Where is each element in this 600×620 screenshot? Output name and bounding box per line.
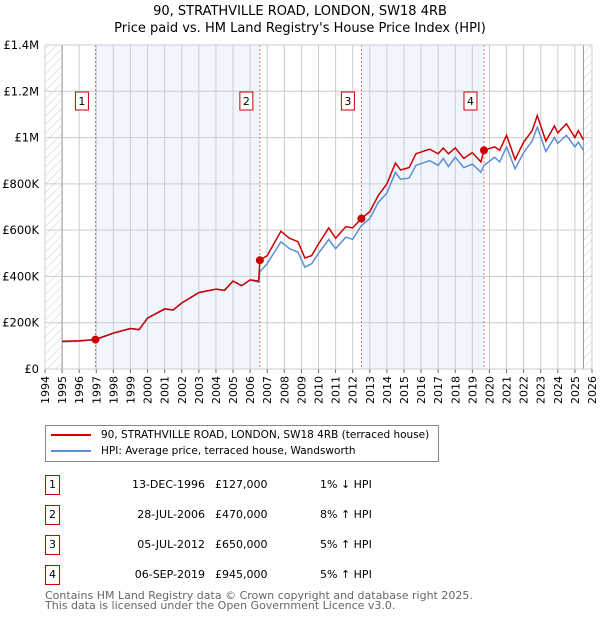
y-tick-label: £1M (14, 131, 39, 145)
x-tick-label: 1994 (39, 376, 52, 404)
legend-red-line (51, 434, 91, 436)
x-tick-label: 2023 (535, 376, 548, 404)
transaction-hpi-diff: 5% ↑ HPI (320, 568, 372, 581)
x-tick-label: 2014 (381, 376, 394, 404)
transaction-hpi-diff: 8% ↑ HPI (320, 508, 372, 521)
transaction-date: 05-JUL-2012 (137, 538, 205, 551)
transaction-price: £945,000 (215, 568, 268, 581)
x-tick-label: 1999 (124, 376, 137, 404)
y-tick-label: £400K (2, 269, 39, 283)
x-tick-label: 2005 (227, 376, 240, 404)
x-tick-label: 2003 (193, 376, 206, 404)
plot-border (44, 44, 593, 370)
transaction-row: 3 05-JUL-2012 £650,000 5% ↑ HPI (45, 535, 445, 555)
x-tick-label: 1995 (56, 376, 69, 404)
x-tick-label: 2008 (278, 376, 291, 404)
sale-number-box (340, 91, 355, 111)
sale-number-label: 4 (467, 95, 474, 108)
x-tick-label: 2009 (295, 376, 308, 404)
x-tick-label: 2004 (210, 376, 223, 404)
sale-point (357, 214, 366, 223)
x-tick-label: 2013 (364, 376, 377, 404)
transaction-row: 1 13-DEC-1996 £127,000 1% ↓ HPI (45, 475, 445, 495)
footer-copyright: Contains HM Land Registry data © Crown c… (45, 589, 473, 602)
shaded-period (95, 45, 260, 369)
no-data-hatch-right (583, 45, 592, 369)
transaction-date: 13-DEC-1996 (131, 478, 205, 491)
sale-number-box (239, 91, 254, 111)
transaction-row: 4 06-SEP-2019 £945,000 5% ↑ HPI (45, 565, 445, 585)
y-tick-label: £800K (2, 177, 39, 191)
x-tick-label: 2002 (176, 376, 189, 404)
transaction-date: 06-SEP-2019 (134, 568, 205, 581)
x-tick-label: 2012 (347, 376, 360, 404)
x-tick-label: 2025 (569, 376, 582, 404)
transaction-number-badge: 3 (45, 535, 60, 555)
x-tick-label: 2026 (586, 376, 599, 404)
x-tick-label: 1997 (90, 376, 103, 404)
property-series-line (62, 113, 585, 342)
x-tick-label: 2000 (142, 376, 155, 404)
sale-point (91, 335, 100, 344)
x-tick-label: 2010 (313, 376, 326, 404)
x-tick-label: 1996 (73, 376, 86, 404)
chart-legend: 90, STRATHVILLE ROAD, LONDON, SW18 4RB (… (45, 425, 439, 462)
transaction-row: 2 28-JUL-2006 £470,000 8% ↑ HPI (45, 505, 445, 525)
x-tick-label: 2021 (501, 376, 514, 404)
chart-subtitle: Price paid vs. HM Land Registry's House … (114, 21, 486, 36)
legend-hpi-label: HPI: Average price, terraced house, Wand… (101, 445, 356, 457)
sale-number-label: 1 (78, 95, 85, 108)
y-tick-label: £0 (24, 362, 39, 376)
x-tick-label: 2019 (466, 376, 479, 404)
y-tick-label: £1.2M (3, 84, 39, 98)
price-chart: 1994 1995 1996 1997 1998 1999 2000 2001 2002 2003… (2, 38, 599, 404)
transaction-price: £650,000 (215, 538, 268, 551)
x-tick-label: 2007 (261, 376, 274, 404)
x-tick-label: 2022 (518, 376, 531, 404)
transaction-price: £127,000 (215, 478, 268, 491)
x-tick-label: 1998 (107, 376, 120, 404)
sale-number-label: 3 (344, 95, 351, 108)
transaction-number-badge: 2 (45, 505, 60, 525)
transaction-price: £470,000 (215, 508, 268, 521)
sale-number-box (74, 91, 89, 111)
x-tick-label: 2020 (483, 376, 496, 404)
x-tick-label: 2018 (449, 376, 462, 404)
no-data-hatch-left (45, 45, 63, 369)
transaction-date: 28-JUL-2006 (137, 508, 205, 521)
footer-licence: This data is licensed under the Open Gov… (45, 599, 396, 612)
sale-point (479, 146, 488, 155)
sale-point (255, 256, 264, 265)
y-tick-label: £600K (2, 223, 39, 237)
legend-blue-line (51, 450, 91, 452)
x-tick-label: 2015 (398, 376, 411, 404)
x-tick-label: 2006 (244, 376, 257, 404)
y-tick-label: £200K (2, 316, 39, 330)
x-tick-label: 2016 (415, 376, 428, 404)
sale-number-box (463, 91, 478, 111)
transaction-number-badge: 1 (45, 475, 60, 495)
legend-property-label: 90, STRATHVILLE ROAD, LONDON, SW18 4RB (… (101, 429, 430, 441)
chart-title: 90, STRATHVILLE ROAD, LONDON, SW18 4RB (153, 4, 447, 19)
x-tick-label: 2001 (159, 376, 172, 404)
x-tick-label: 2017 (432, 376, 445, 404)
x-tick-label: 2024 (552, 376, 565, 404)
transaction-hpi-diff: 5% ↑ HPI (320, 538, 372, 551)
sale-number-label: 2 (243, 95, 250, 108)
transaction-number-badge: 4 (45, 565, 60, 585)
x-tick-label: 2011 (330, 376, 343, 404)
y-tick-label: £1.4M (3, 38, 39, 52)
transaction-hpi-diff: 1% ↓ HPI (320, 478, 372, 491)
